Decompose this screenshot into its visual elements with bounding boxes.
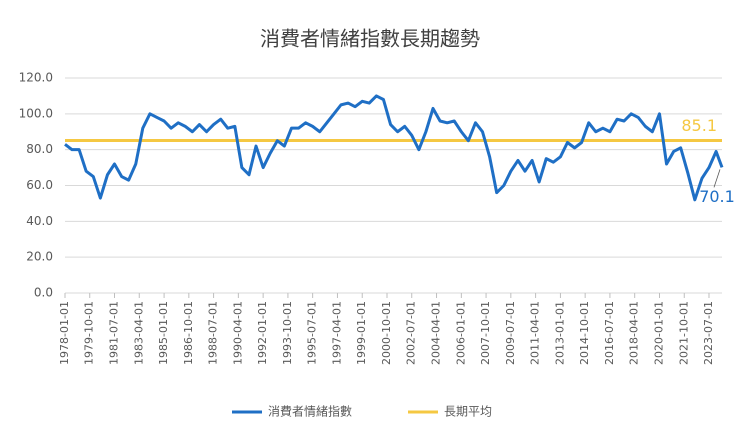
- x-tick-label: 2009-07-01: [504, 301, 517, 365]
- x-tick-label: 1992-01-01: [256, 301, 269, 365]
- x-tick-label: 2000-10-01: [380, 301, 393, 365]
- x-tick-label: 2018-04-01: [628, 301, 641, 365]
- x-tick-label: 1990-04-01: [231, 301, 244, 365]
- average-label: 85.1: [681, 116, 717, 135]
- x-tick-label: 1995-07-01: [306, 301, 319, 365]
- x-tick-label: 1978-01-01: [58, 301, 71, 365]
- x-tick-label: 2011-04-01: [529, 301, 542, 365]
- legend-label: 消費者情緒指數: [268, 404, 352, 419]
- x-tick-label: 1983-04-01: [132, 301, 145, 365]
- x-tick-label: 2002-07-01: [405, 301, 418, 365]
- x-tick-label: 2023-07-01: [702, 301, 715, 365]
- x-tick-label: 1985-01-01: [157, 301, 170, 365]
- x-tick-label: 1993-10-01: [281, 301, 294, 365]
- series-line: [64, 94, 724, 202]
- x-tick-label: 2016-07-01: [603, 301, 616, 365]
- y-tick-label: 40.0: [26, 214, 53, 228]
- x-tick-label: 2020-01-01: [652, 301, 665, 365]
- x-tick-label: 1986-10-01: [182, 301, 195, 365]
- x-tick-label: 1997-04-01: [330, 301, 343, 365]
- x-tick-label: 1979-10-01: [83, 301, 96, 365]
- x-tick-label: 1988-07-01: [207, 301, 220, 365]
- x-tick-label: 2021-10-01: [677, 301, 690, 365]
- leader-line: [713, 169, 721, 188]
- y-tick-label: 0.0: [34, 286, 53, 300]
- y-tick-label: 60.0: [26, 178, 53, 192]
- chart-title: 消費者情緒指數長期趨勢: [260, 27, 480, 51]
- y-tick-label: 120.0: [19, 71, 53, 85]
- x-tick-label: 2006-01-01: [454, 301, 467, 365]
- x-tick-label: 1981-07-01: [107, 301, 120, 365]
- x-tick-label: 2014-10-01: [578, 301, 591, 365]
- end-label: 70.1: [699, 187, 735, 206]
- y-tick-label: 80.0: [26, 142, 53, 156]
- y-tick-label: 100.0: [19, 106, 53, 120]
- x-tick-label: 1999-01-01: [355, 301, 368, 365]
- x-tick-label: 2013-01-01: [553, 301, 566, 365]
- y-tick-label: 20.0: [26, 250, 53, 264]
- x-tick-label: 2007-10-01: [479, 301, 492, 365]
- legend-label: 長期平均: [444, 405, 492, 419]
- x-tick-label: 2004-04-01: [430, 301, 443, 365]
